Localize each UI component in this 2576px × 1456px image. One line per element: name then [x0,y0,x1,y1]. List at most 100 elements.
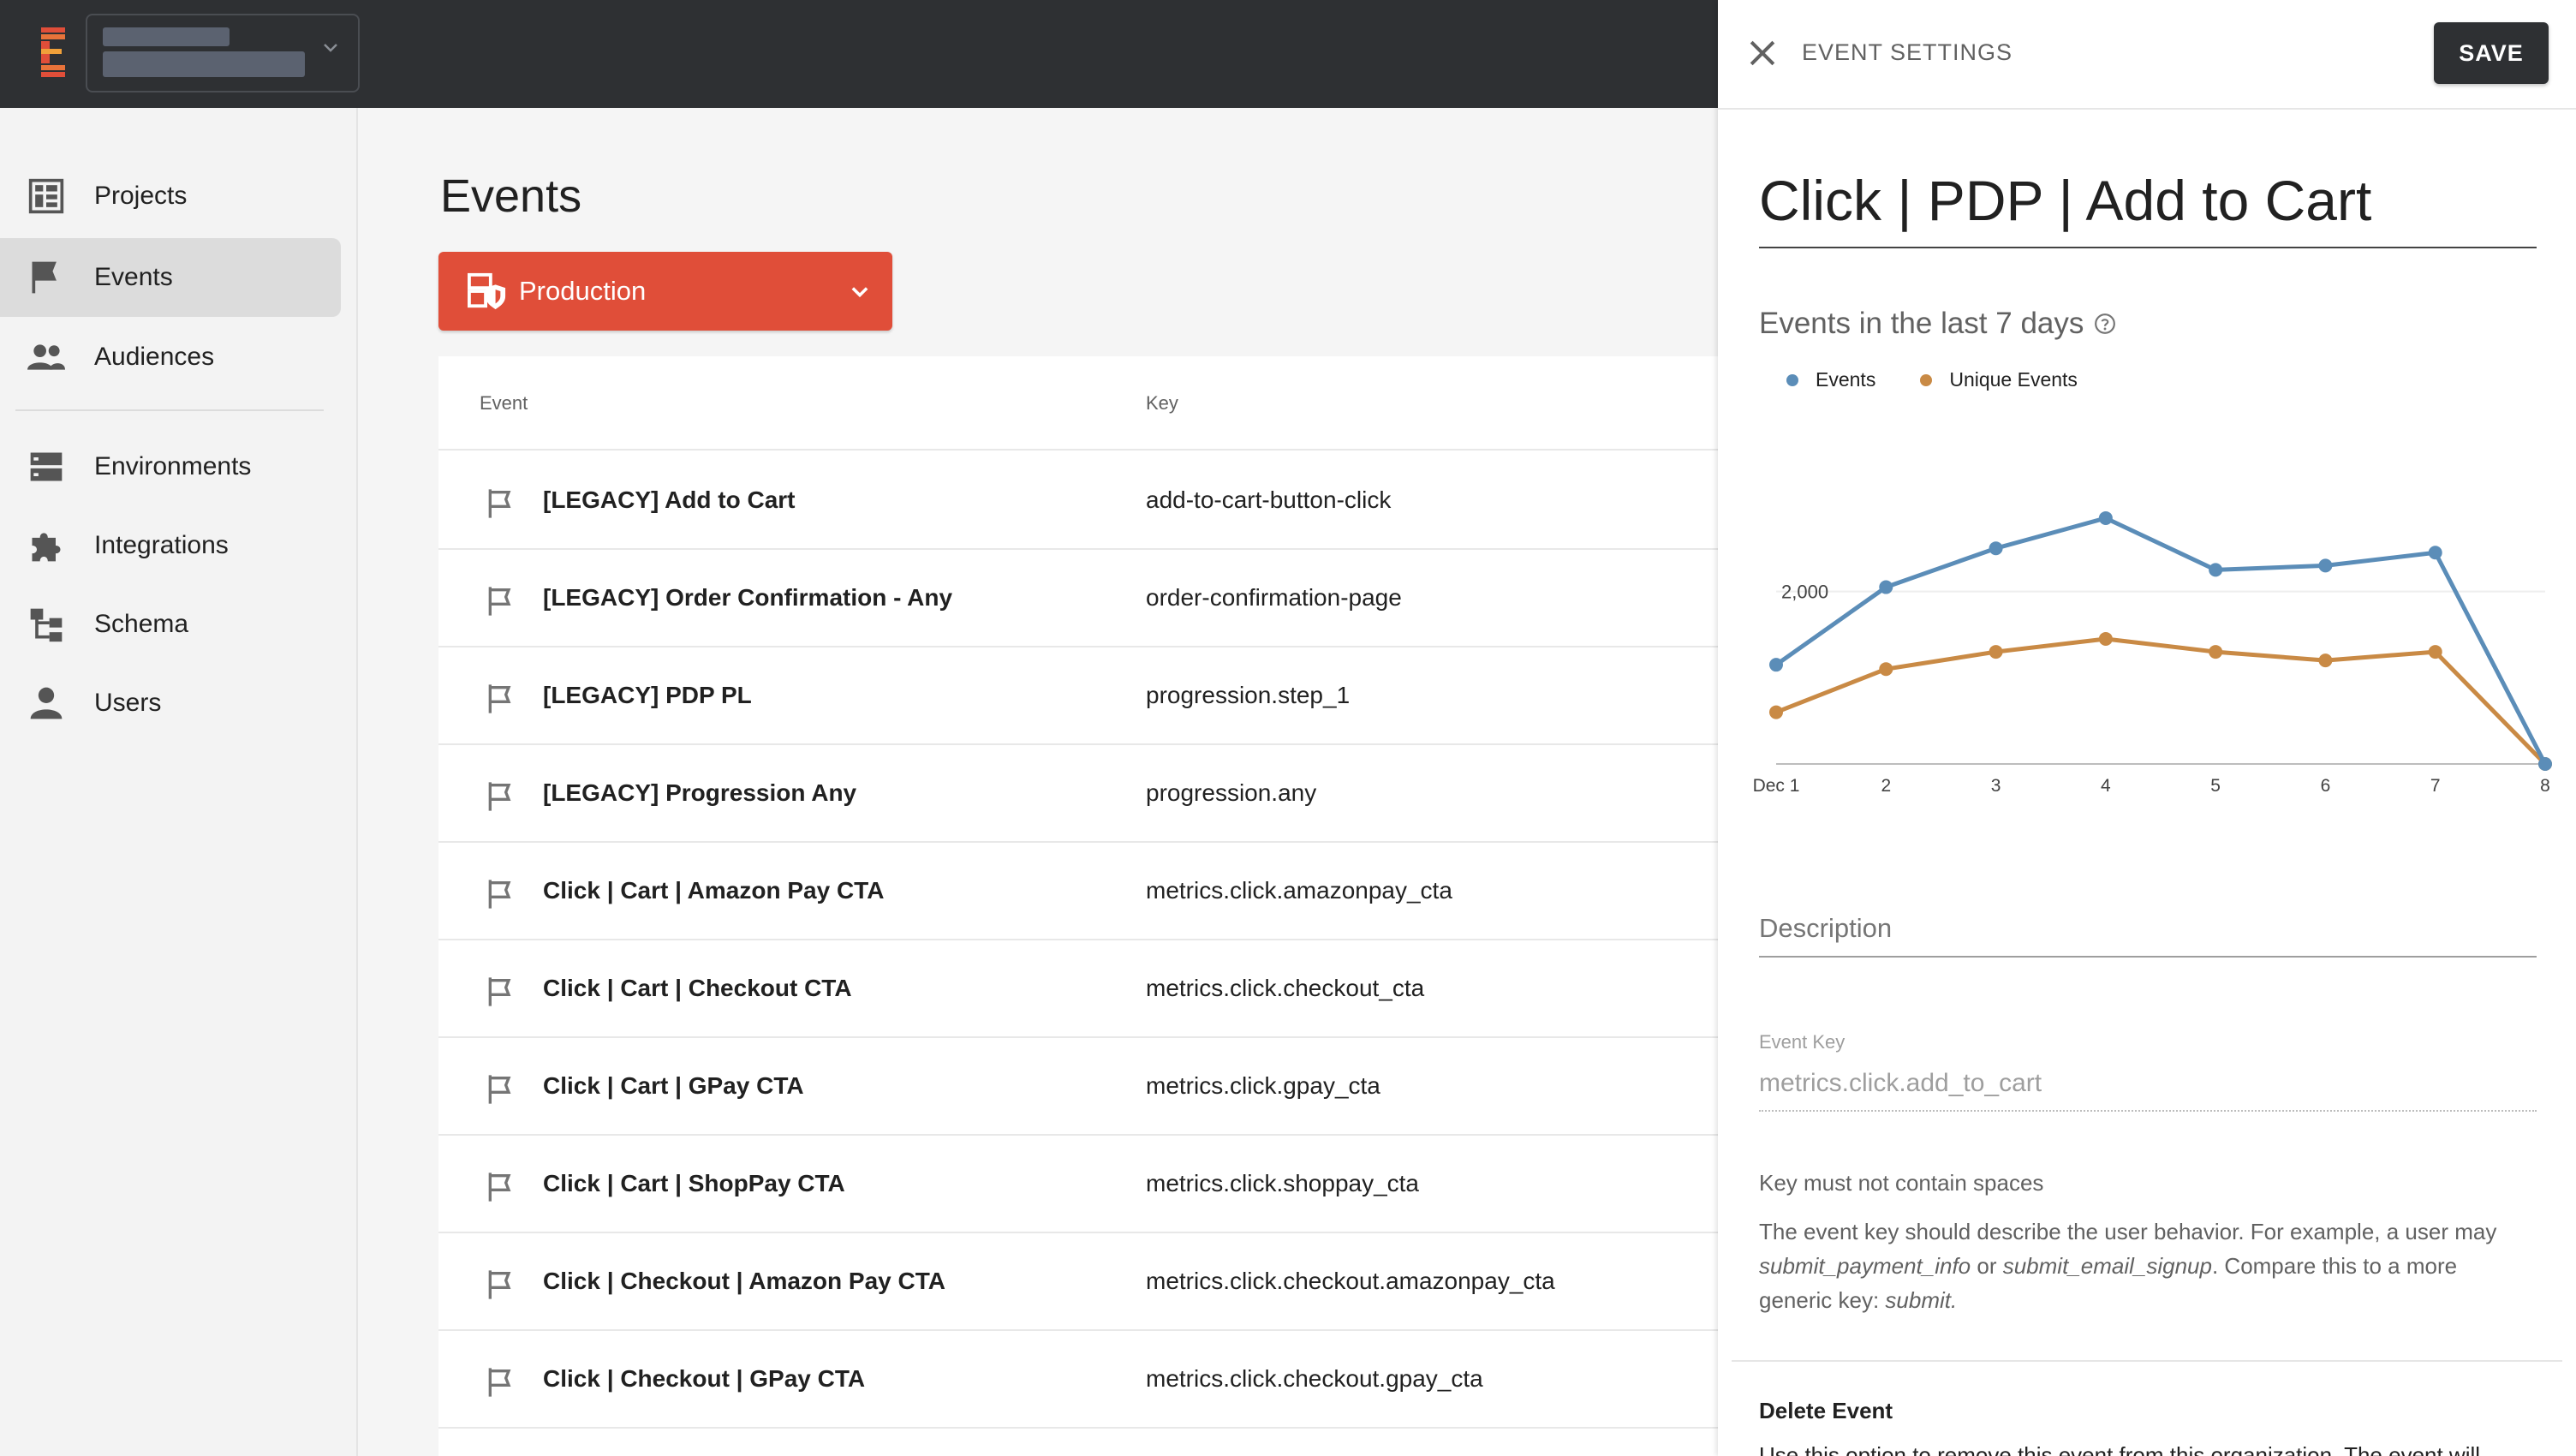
event-key-field: metrics.click.add_to_cart [1759,1069,2042,1097]
environment-shield-icon [468,272,506,310]
event-key-cell: metrics.click.checkout_cta [1146,975,1425,1001]
event-key-cell: metrics.click.checkout.amazonpay_cta [1146,1268,1555,1294]
person-icon [30,687,63,719]
sidebar-item-events[interactable]: Events [0,238,341,317]
event-key-cell: metrics.click.checkout.gpay_cta [1146,1365,1483,1392]
puzzle-icon [32,533,61,562]
series-line [1775,636,2547,766]
sidebar-item-label: Environments [94,452,252,480]
x-tick-label: 8 [2540,776,2550,796]
legend-dot [1786,373,1798,386]
help-text-part: . Compare this to a more generic key: [1759,1253,2458,1313]
flag-outline-icon [488,587,511,616]
legend-dot [1920,373,1933,386]
delete-event-description: Use this option to remove this event fro… [1759,1442,2481,1456]
event-key-cell: metrics.click.gpay_cta [1146,1072,1380,1099]
flag-outline-icon [488,1075,511,1104]
description-field[interactable]: Description [1759,913,1893,943]
data-point [1989,645,2003,659]
event-name-cell: Click | Cart | GPay CTA [543,1072,804,1099]
event-name-cell: Click | Cart | Checkout CTA [543,975,852,1001]
page-title: Events [440,170,582,222]
help-text-part: or [1971,1253,2003,1279]
sidebar-item-label: Projects [94,182,188,210]
data-point [2098,631,2113,646]
event-name-cell: [LEGACY] PDP PL [543,682,752,708]
help-example: submit. [1885,1287,1958,1313]
event-key-cell: progression.step_1 [1146,682,1351,708]
sidebar-divider [15,409,324,411]
event-key-label: Event Key [1759,1031,1846,1053]
projects-icon [28,178,64,214]
chevron-down-icon [324,44,337,52]
column-header-key[interactable]: Key [1146,392,1178,414]
sidebar-item-environments[interactable]: Environments [0,427,341,506]
event-name-cell: [LEGACY] Progression Any [543,779,857,806]
main-content: Events Production Event Key [LEGACY] Add… [360,108,1718,1456]
events-line-chart: 2,000 Dec 1 2 3 4 5 6 7 8 [1753,510,2552,796]
sidebar-item-audiences[interactable]: Audiences [0,318,341,397]
flag-outline-icon [488,977,511,1006]
sidebar: Projects Events Audiences Environments I… [0,108,358,1456]
chevron-down-icon [851,287,868,298]
event-key-cell: add-to-cart-button-click [1146,486,1392,513]
save-button[interactable]: SAVE [2434,22,2549,84]
x-tick-label: 4 [2101,776,2111,796]
chart-legend: Events Unique Events [1786,368,2122,391]
legend-label: Unique Events [1949,368,2078,391]
flag-outline-icon [488,880,511,909]
data-point [1879,580,1893,594]
event-key-cell: metrics.click.shoppay_cta [1146,1170,1420,1196]
table-row[interactable]: [LEGACY] Order Confirmation - Any order-c… [438,550,1718,647]
data-point [1879,662,1893,677]
data-point [1769,658,1783,672]
legend-item-unique-events[interactable]: Unique Events [1920,368,2078,391]
table-row[interactable]: [LEGACY] PDP PL progression.step_1 [438,647,1718,745]
event-key-underline [1759,1110,2537,1112]
event-key-help-text: The event key should describe the user b… [1759,1214,2530,1317]
sidebar-item-schema[interactable]: Schema [0,585,341,664]
event-key-cell: progression.any [1146,779,1317,806]
legend-item-events[interactable]: Events [1786,368,1875,391]
table-row[interactable]: [LEGACY] Add to Cart add-to-cart-button-c… [438,452,1718,550]
environment-dropdown[interactable]: Production [438,252,892,331]
x-tick-label: 5 [2210,776,2221,796]
sidebar-item-integrations[interactable]: Integrations [0,506,341,585]
organization-switcher[interactable] [86,14,360,92]
organization-name-redacted [103,27,230,46]
flag-outline-icon [488,489,511,518]
event-name-cell: Click | Cart | ShopPay CTA [543,1170,845,1196]
sidebar-item-projects[interactable]: Projects [0,157,341,236]
data-point [2428,546,2442,560]
x-tick-label: 7 [2430,776,2441,796]
description-underline [1759,956,2537,958]
table-row[interactable]: [LEGACY] Progression Any progression.any [438,745,1718,843]
y-tick-label: 2,000 [1781,582,1828,603]
x-tick-label: Dec 1 [1753,776,1800,796]
sidebar-item-users[interactable]: Users [0,664,341,743]
table-row[interactable]: Click | Cart | Checkout CTA metrics.click… [438,940,1718,1038]
storage-icon [30,452,63,481]
table-header: Event Key [438,356,1718,451]
table-row[interactable]: Click | Checkout | Amazon Pay CTA metrics… [438,1233,1718,1331]
event-name-field[interactable]: Click | PDP | Add to Cart [1759,169,2372,232]
flag-outline-icon [488,1173,511,1202]
close-icon[interactable] [1744,34,1781,72]
chart-title: Events in the last 7 days [1759,307,2116,341]
column-header-event[interactable]: Event [480,392,528,414]
event-key-cell: order-confirmation-page [1146,584,1402,611]
x-tick-label: 3 [1991,776,2001,796]
flag-outline-icon [488,1368,511,1397]
data-point [2209,563,2223,577]
table-row[interactable]: Click | Checkout | GPay CTA metrics.click… [438,1331,1718,1429]
app-logo[interactable] [38,26,72,79]
data-point [2209,645,2223,659]
data-point [2538,757,2552,771]
x-tick-label: 2 [1881,776,1891,796]
help-circle-icon[interactable] [2094,313,2116,335]
table-row[interactable]: Click | Cart | ShopPay CTA metrics.click.… [438,1136,1718,1233]
data-point [1989,541,2003,556]
event-name-cell: [LEGACY] Add to Cart [543,486,796,513]
table-row[interactable]: Click | Cart | GPay CTA metrics.click.gpa… [438,1038,1718,1136]
table-row[interactable]: Click | Cart | Amazon Pay CTA metrics.cli… [438,843,1718,940]
